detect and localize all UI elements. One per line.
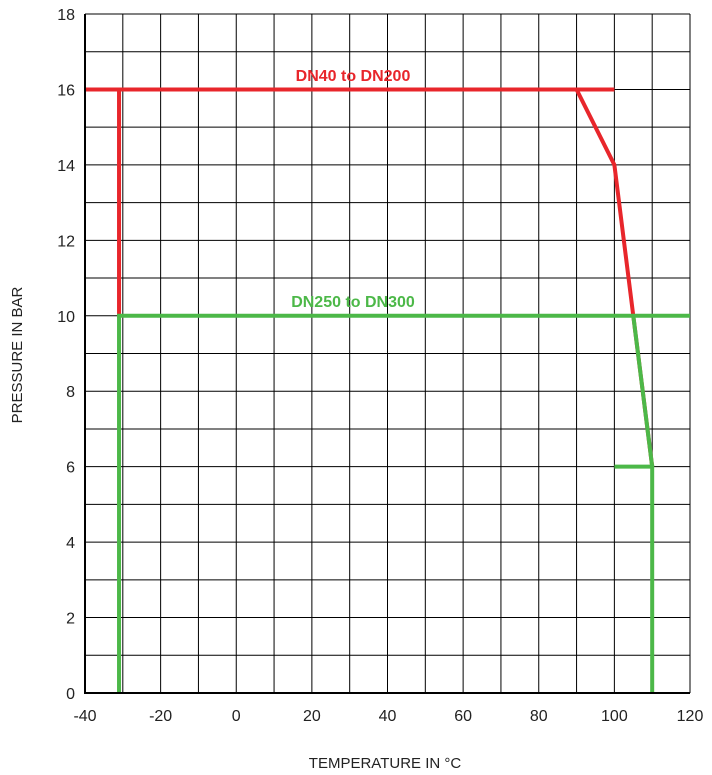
y-tick-label: 4 — [66, 535, 75, 552]
x-tick-label: -40 — [73, 708, 96, 725]
series-1-segment — [614, 464, 655, 693]
x-tick-label: 100 — [601, 708, 628, 725]
x-tick-label: 60 — [454, 708, 472, 725]
y-tick-label: 2 — [66, 611, 75, 628]
x-tick-label: 0 — [232, 708, 241, 725]
series-label-dn40-dn200: DN40 to DN200 — [296, 68, 411, 85]
y-tick-label: 8 — [66, 384, 75, 401]
series-1-line — [117, 313, 690, 693]
x-tick-label: 80 — [530, 708, 548, 725]
y-tick-label: 16 — [57, 82, 75, 99]
series-label-dn250-dn300: DN250 to DN300 — [291, 294, 415, 311]
y-tick-label: 0 — [66, 686, 75, 703]
y-tick-label: 12 — [57, 233, 75, 250]
grid — [84, 13, 691, 694]
tick-labels: -40 -20 0 20 40 60 80 100 120 0 2 4 6 8 10 12 14 16 18 — [57, 7, 703, 725]
y-tick-label: 14 — [57, 158, 75, 175]
y-tick-label: 18 — [57, 7, 75, 24]
x-axis-title: TEMPERATURE IN °C — [309, 755, 462, 772]
y-tick-label: 10 — [57, 309, 75, 326]
x-tick-label: 120 — [677, 708, 704, 725]
series-lines — [85, 87, 690, 693]
x-tick-label: -20 — [149, 708, 172, 725]
x-tick-label: 40 — [379, 708, 397, 725]
y-tick-label: 6 — [66, 460, 75, 477]
x-tick-label: 20 — [303, 708, 321, 725]
axes — [84, 14, 690, 694]
series-1-segment — [631, 315, 655, 467]
y-axis-title: PRESSURE IN BAR — [9, 286, 26, 423]
